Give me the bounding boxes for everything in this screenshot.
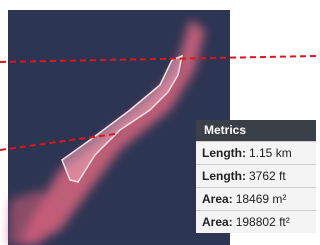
metric-label: Length: bbox=[202, 146, 246, 160]
metrics-panel: Metrics Length:1.15 km Length:3762 ft Ar… bbox=[196, 120, 316, 233]
metric-label: Area: bbox=[202, 215, 233, 229]
metric-label: Length: bbox=[202, 169, 246, 183]
metric-row: Length:1.15 km bbox=[196, 141, 316, 164]
panel-title: Metrics bbox=[196, 120, 316, 141]
metric-value: 18469 m² bbox=[236, 192, 287, 206]
metric-value: 198802 ft² bbox=[236, 215, 290, 229]
metric-value: 1.15 km bbox=[249, 146, 292, 160]
metric-label: Area: bbox=[202, 192, 233, 206]
metric-row: Length:3762 ft bbox=[196, 164, 316, 187]
metric-row: Area:198802 ft² bbox=[196, 210, 316, 233]
metric-value: 3762 ft bbox=[249, 169, 286, 183]
metric-row: Area:18469 m² bbox=[196, 187, 316, 210]
page: Metrics Length:1.15 km Length:3762 ft Ar… bbox=[0, 0, 316, 245]
